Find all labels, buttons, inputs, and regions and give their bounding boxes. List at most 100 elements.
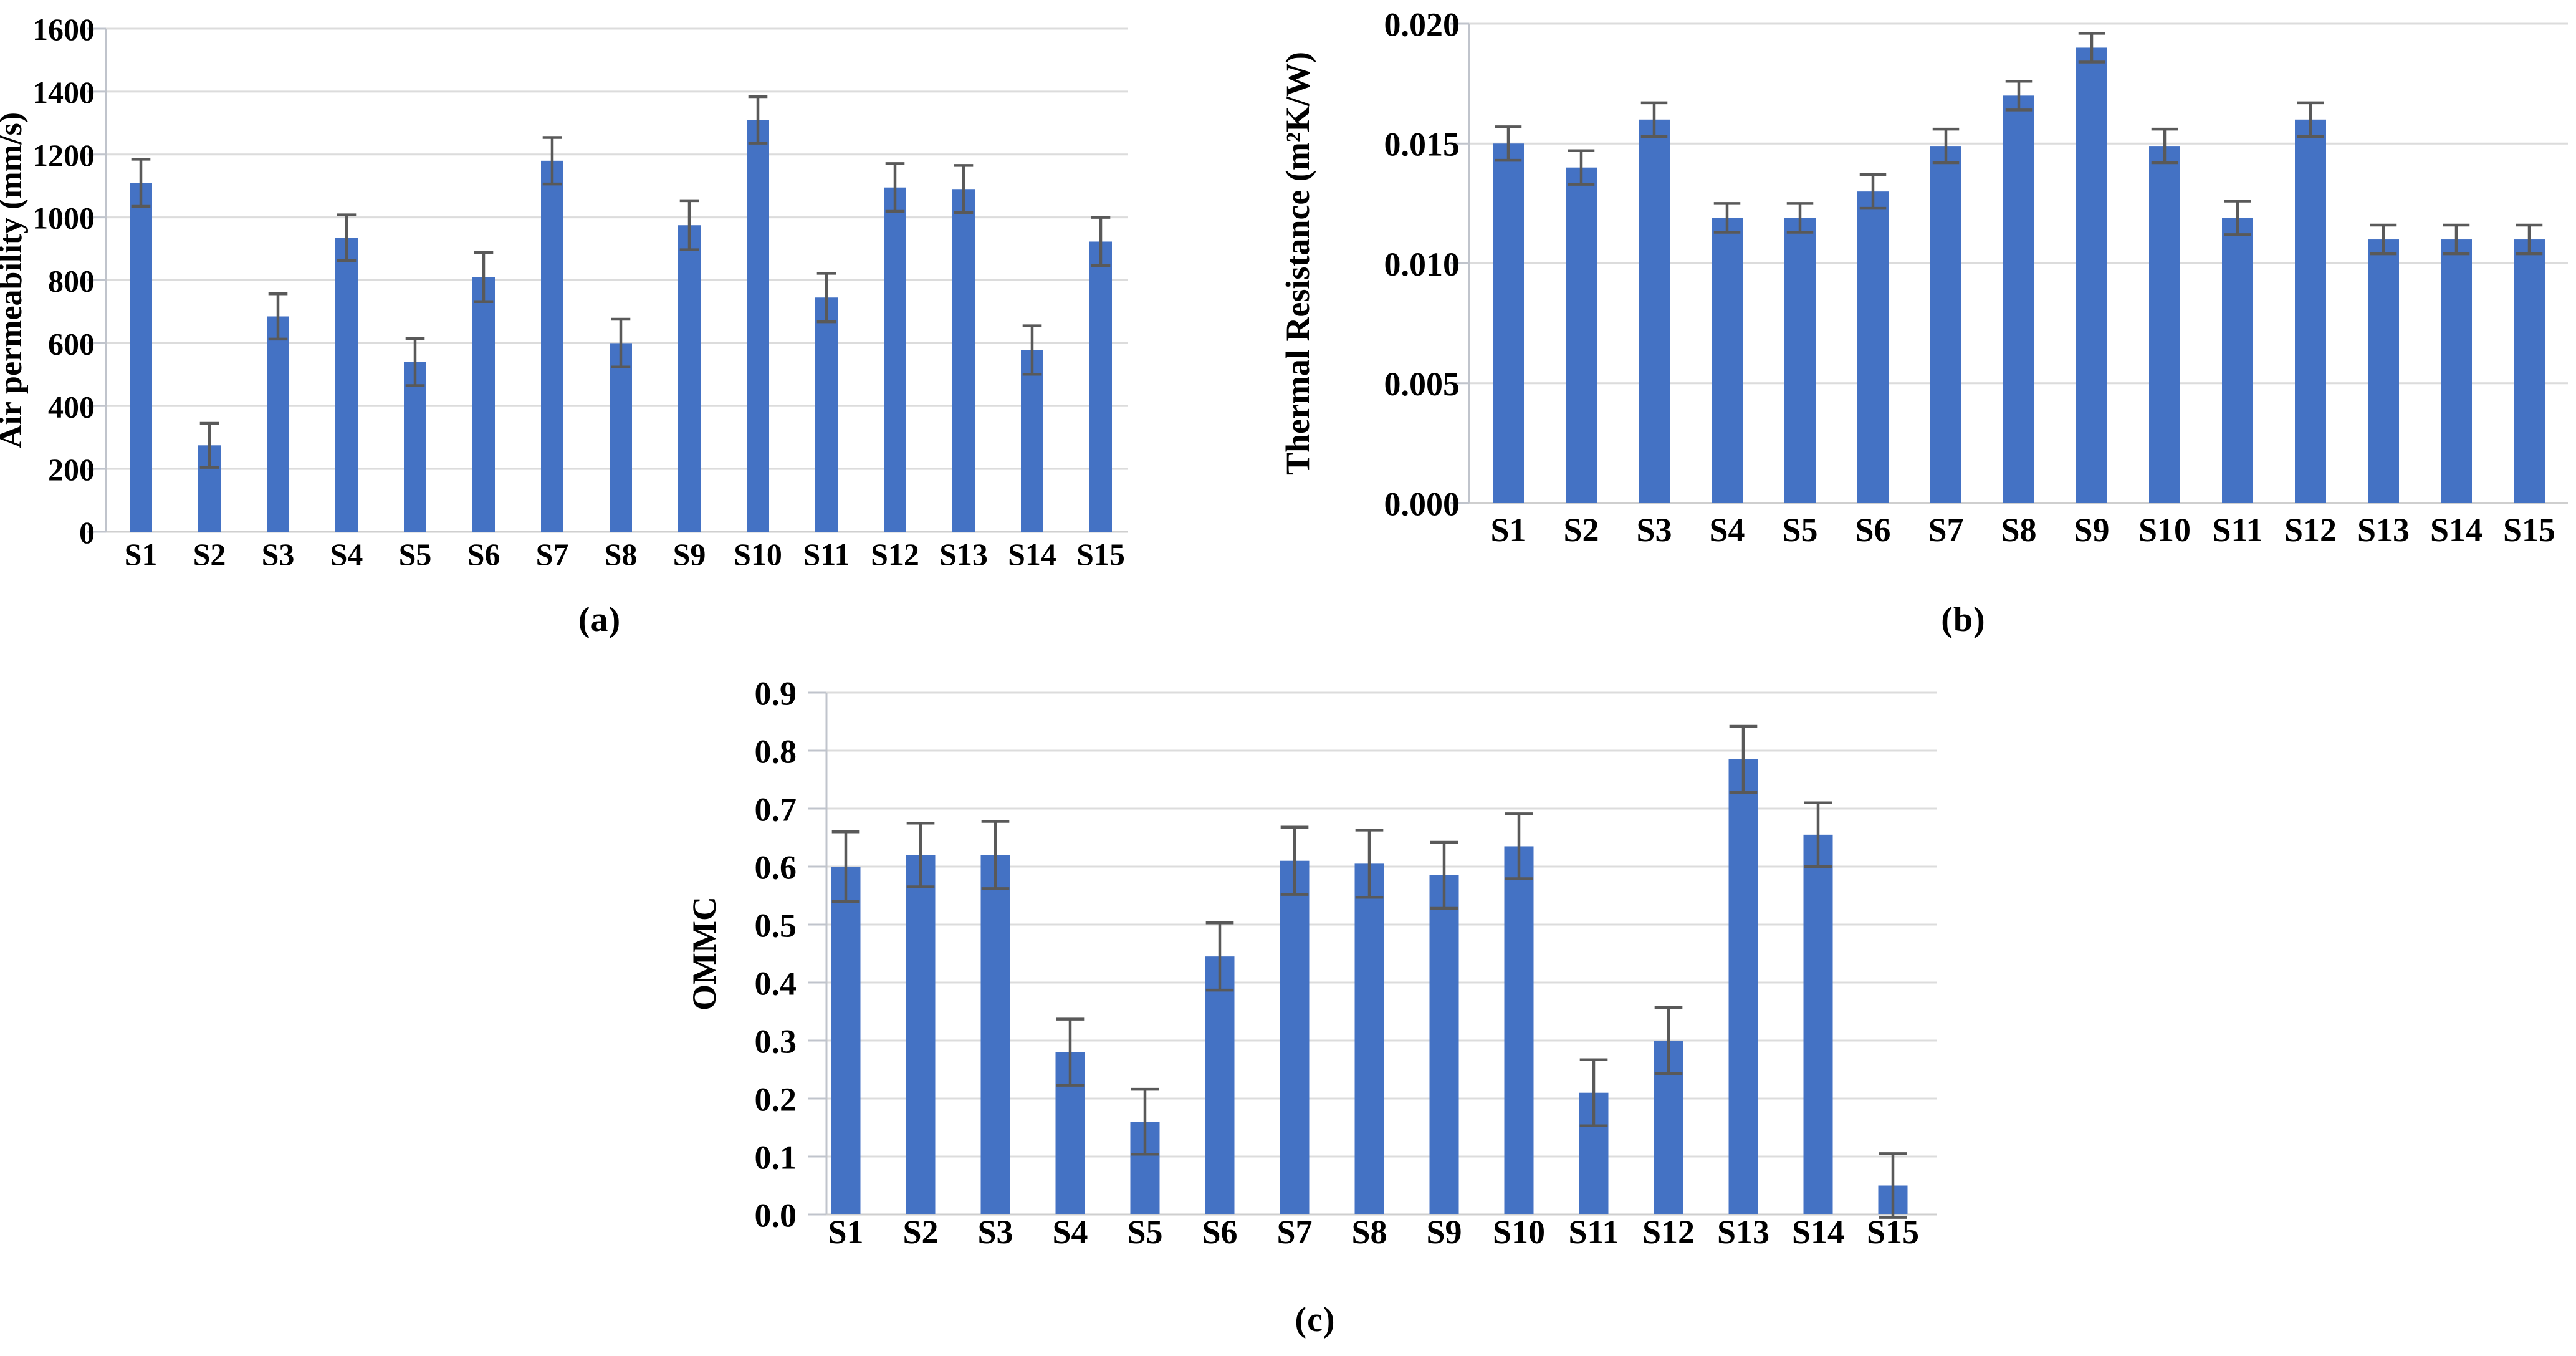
x-tick-label-S5: S5 — [399, 537, 432, 572]
x-tick-label-S10: S10 — [2138, 511, 2191, 549]
error-bar-S3 — [1640, 101, 1668, 138]
x-tick-label-S3: S3 — [977, 1213, 1013, 1251]
error-bar-S3 — [981, 820, 1010, 890]
y-tick-label: 0.015 — [1384, 126, 1460, 163]
error-bar-S12 — [885, 162, 905, 213]
y-tick-label: 1400 — [32, 75, 95, 110]
bar-S11 — [815, 297, 838, 532]
x-tick-label-S5: S5 — [1127, 1213, 1162, 1251]
bar-S3 — [980, 855, 1010, 1214]
x-tick-label-S6: S6 — [1202, 1213, 1237, 1251]
bar-S13 — [1728, 759, 1758, 1214]
y-tick-label: 0.010 — [1384, 246, 1460, 283]
bar-S9 — [678, 225, 701, 532]
bar-S10 — [1504, 846, 1534, 1214]
error-bar-S5 — [405, 337, 425, 387]
x-tick-label-S13: S13 — [1717, 1213, 1769, 1251]
error-bar-S10 — [2151, 127, 2178, 165]
y-tick-label: 0.4 — [755, 964, 797, 1002]
error-bar-S15 — [2516, 223, 2543, 256]
y-tick-label: 0.3 — [755, 1022, 797, 1060]
error-bar-S12 — [2297, 101, 2324, 138]
x-tick-label-S7: S7 — [1276, 1213, 1312, 1251]
bar-S7 — [1280, 860, 1310, 1214]
error-bar-S7 — [542, 136, 562, 186]
x-tick-label-S4: S4 — [1709, 511, 1745, 549]
x-tick-label-S9: S9 — [1426, 1213, 1462, 1251]
error-bar-S11 — [816, 272, 836, 324]
error-bar-S8 — [2005, 80, 2033, 112]
error-bar-S1 — [831, 830, 860, 903]
bar-S8 — [2003, 95, 2034, 504]
chart-svg-ommc: 0.9 0.8 0.7 0.6 0.5 0.4 0.3 0.2 0.1 0.0 S1 S2 S3 S4 S5… — [686, 675, 1937, 1251]
error-bar-S13 — [954, 164, 974, 214]
error-bar-S7 — [1932, 127, 1960, 165]
x-tick-label-S9: S9 — [673, 537, 706, 572]
y-tick-label: 200 — [48, 452, 95, 487]
bar-S7 — [541, 160, 563, 532]
error-bar-S13 — [1729, 724, 1758, 794]
x-tick-label-S15: S15 — [1076, 537, 1125, 572]
bar-S14 — [2441, 239, 2472, 503]
x-tick-label-S4: S4 — [1052, 1213, 1088, 1251]
x-tick-label-S11: S11 — [2212, 511, 2262, 549]
y-tick-label: 0.8 — [755, 733, 797, 770]
error-bar-S15 — [1879, 1152, 1907, 1219]
y-tick-label: 0.020 — [1384, 6, 1460, 43]
chart-ommc: 0.9 0.8 0.7 0.6 0.5 0.4 0.3 0.2 0.1 0.0 S1 S2 S3 S4 S5… — [686, 661, 1963, 1291]
error-bar-S6 — [1859, 173, 1887, 210]
y-axis-title: Thermal Resistance (m²K/W) — [1279, 52, 1316, 475]
bar-S8 — [610, 343, 632, 532]
error-bar-S2 — [906, 822, 935, 888]
bar-S13 — [2368, 239, 2399, 503]
bar-S8 — [1354, 863, 1384, 1214]
x-tick-label-S10: S10 — [734, 537, 782, 572]
bar-S9 — [1429, 875, 1459, 1214]
bar-S12 — [884, 187, 906, 532]
y-axis-title: Air permeability (mm/s) — [0, 112, 29, 448]
error-bar-S12 — [1654, 1006, 1683, 1075]
error-bar-S11 — [1579, 1058, 1608, 1127]
bar-S15 — [2514, 239, 2545, 503]
error-bar-S1 — [131, 158, 151, 208]
bar-S4 — [1712, 218, 1743, 503]
x-tick-label-S1: S1 — [1490, 511, 1526, 549]
bar-S9 — [2076, 47, 2107, 503]
error-bar-S6 — [1205, 921, 1234, 992]
caption-b: (b) — [1941, 600, 1986, 639]
bar-S5 — [404, 362, 426, 532]
y-tick-label: 0.2 — [755, 1080, 797, 1118]
x-tick-label-S14: S14 — [2430, 511, 2483, 549]
error-bar-S14 — [1022, 324, 1042, 376]
bar-S14 — [1021, 350, 1043, 532]
error-bar-S2 — [1568, 149, 1595, 186]
y-tick-label: 0.5 — [755, 906, 797, 944]
bar-S6 — [472, 277, 495, 532]
error-bar-S8 — [1355, 829, 1384, 899]
error-bar-S4 — [1713, 202, 1741, 234]
error-bar-S6 — [474, 251, 494, 304]
caption-a: (a) — [578, 600, 621, 639]
error-bar-S7 — [1280, 825, 1309, 896]
bar-S4 — [335, 238, 358, 532]
bar-S13 — [952, 189, 975, 532]
y-axis-title: OMMC — [686, 897, 723, 1011]
y-tick-label: 0.6 — [755, 849, 797, 886]
bar-S7 — [1930, 146, 1961, 504]
y-tick-label: 800 — [48, 264, 95, 299]
error-bar-S4 — [1056, 1017, 1085, 1087]
y-tick-label: 0 — [79, 515, 95, 550]
error-bar-S9 — [679, 199, 699, 251]
x-tick-label-S7: S7 — [1928, 511, 1963, 549]
x-tick-label-S15: S15 — [1867, 1213, 1919, 1251]
y-tick-label: 0.9 — [755, 675, 797, 712]
x-tick-label-S1: S1 — [125, 537, 158, 572]
x-tick-label-S1: S1 — [828, 1213, 863, 1251]
y-tick-label: 0.7 — [755, 791, 797, 828]
x-tick-label-S12: S12 — [1642, 1213, 1695, 1251]
bar-S10 — [747, 120, 769, 532]
y-tick-label: 600 — [48, 326, 95, 361]
chart-svg-air-permeability: 1600 1400 1200 1000 800 600 400 200 0 S1 S2 S3 S4 S5 S… — [0, 12, 1128, 572]
error-bar-S13 — [2370, 223, 2397, 256]
